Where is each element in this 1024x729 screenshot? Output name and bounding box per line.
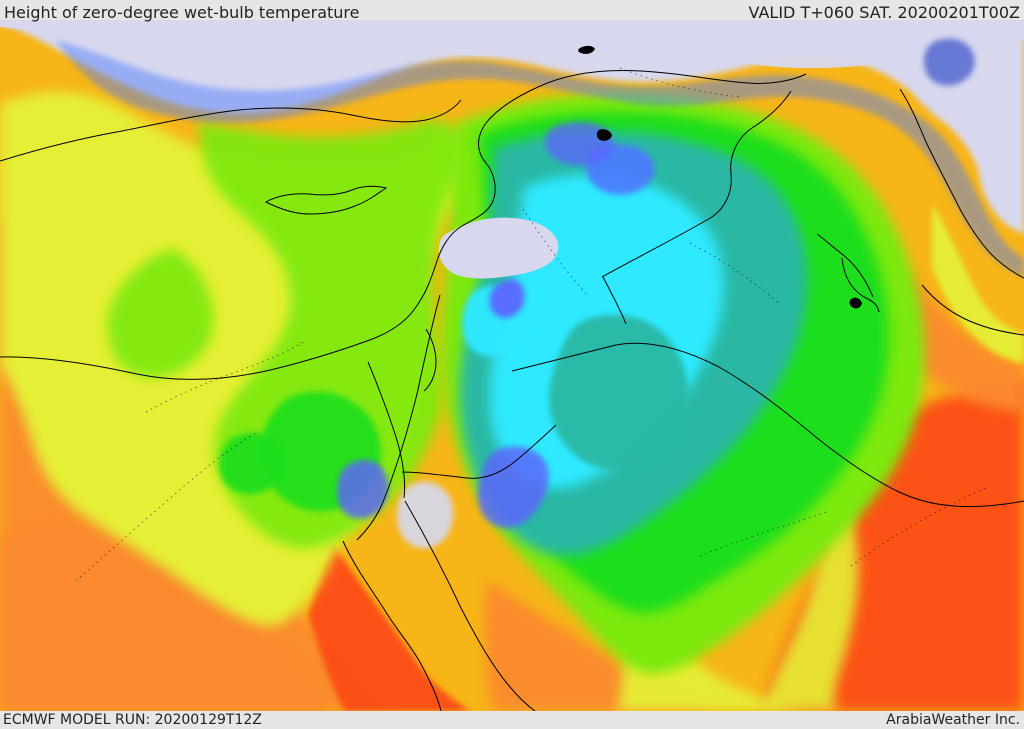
cold-blue-front-line [56,40,1024,277]
dotted-border-iraq [689,242,782,306]
red-sea-west-coast [342,540,442,711]
internal-borders [75,67,987,582]
syria-iraq-border [601,90,792,278]
cyprus-outline [264,185,388,215]
orange-field-southwest [0,526,330,711]
dead-sea [423,328,437,392]
red-field-red-sea-west [308,540,470,711]
cold-pocket-lebanon [438,217,559,279]
iraq-saudi-border [511,342,1024,508]
orange-field-south-arabia [485,580,719,711]
cold-pocket-hejaz-north [477,446,549,528]
dotted-border-syria [522,208,590,298]
dotted-border-libya-egypt [75,432,257,582]
northern-coastline [0,99,462,162]
dotted-border-saudi [699,510,831,557]
cold-pocket-caucasus [923,38,975,86]
footer-bar: ECMWF MODEL RUN: 20200129T12Z ArabiaWeat… [0,711,1024,729]
cold-pocket-aleppo [545,122,613,166]
header-bar: Height of zero-degree wet-bulb temperatu… [0,0,1024,22]
boundary-lines [0,70,1024,711]
cold-sea-north [0,20,1024,234]
island-marker-1 [578,45,595,54]
egypt-israel-border [367,361,406,499]
valid-time: VALID T+060 SAT. 20200201T00Z [748,3,1020,22]
weather-map [0,20,1024,711]
model-run-label: ECMWF MODEL RUN: 20200129T12Z [3,712,262,728]
iraq-iran-border [816,233,874,298]
cold-pocket-hejaz-south [397,481,454,549]
island-markers [578,45,862,309]
red-sea-east-coast [404,500,536,711]
lake-marker-1 [596,129,612,141]
yellow-field-south [618,603,804,711]
green-field-egypt-east [219,432,286,495]
cold-sea-top-band [0,20,1024,69]
orange-field-gulf [892,270,1024,412]
dotted-border-east-saudi [850,487,987,567]
map-title: Height of zero-degree wet-bulb temperatu… [4,3,360,22]
credit-label: ArabiaWeather Inc. [886,712,1020,728]
iran-coastline-north [899,88,1024,279]
yellow-field-gulf-edge [932,204,1024,363]
saudi-jordan-border [401,424,557,479]
sinai-east-border [356,294,441,541]
gulf-coastline [921,284,1024,336]
mediterranean-coastline [0,70,807,380]
kuwait-coast [841,257,880,313]
map-area [0,20,1024,711]
cold-pocket-sinai [337,459,389,519]
syria-jordan-border [602,276,627,325]
cold-pocket-jordan [489,279,525,318]
lime-field-eastern-mediterranean [107,249,214,378]
island-marker-2 [849,297,862,309]
